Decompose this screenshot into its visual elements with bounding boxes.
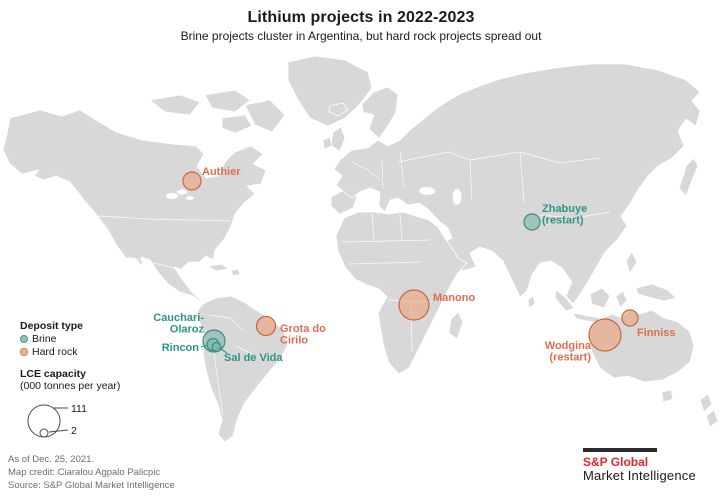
landmass-scandinavia (361, 86, 399, 139)
as-of-date: As of Dec. 25, 2021. (8, 454, 95, 465)
landmass-new-zealand (699, 393, 713, 413)
sp-global-logo: S&P Global Market Intelligence (583, 448, 717, 483)
project-label-cauchari-olaroz: Olaroz (170, 324, 205, 336)
project-label-zhabuye-restart: (restart) (542, 215, 584, 227)
landmass-sulawesi (615, 290, 628, 309)
project-point-sal-de-vida[interactable] (211, 341, 222, 353)
project-label-grota-do-cirilo: Grota do (280, 323, 326, 335)
legend-item-hard-rock-label: Hard rock (32, 346, 78, 358)
legend-size-title: LCE capacity (20, 368, 86, 380)
legend-deposit-type-title: Deposit type (20, 320, 84, 332)
map-credit: Map credit: Ciaralou Agpalo Palicpic (8, 467, 161, 478)
hard-rock-swatch-icon (20, 348, 28, 356)
landmass-north-america (2, 109, 267, 305)
landmass-tasmania (661, 389, 674, 403)
leader-line-rincon (200, 344, 208, 348)
brine-swatch-icon (20, 335, 28, 343)
legend-item-brine-label: Brine (32, 333, 57, 345)
legend-item-brine: Brine (20, 333, 120, 345)
project-point-finniss[interactable] (621, 309, 639, 327)
project-label-finniss: Finniss (637, 327, 676, 339)
lakes (166, 187, 462, 205)
landmass-south-america (197, 295, 289, 443)
project-label-rincon: Rincon (162, 342, 200, 354)
legend: Deposit type Brine Hard rock LCE capacit… (20, 320, 120, 442)
project-labels: Authier Cauchari-Olaroz Rincon Sal de Vida G… (153, 166, 675, 364)
size-scale-diagram: 111 2 (27, 403, 87, 438)
legend-item-hard-rock: Hard rock (20, 346, 120, 358)
project-label-manono: Manono (433, 292, 475, 304)
logo-brand: S&P Global (583, 455, 649, 469)
landmass-eurasia (333, 63, 701, 305)
leader-line-sal-de-vida (218, 347, 228, 354)
project-points (182, 171, 639, 353)
country-borders (97, 149, 611, 417)
project-label-zhabuye-restart: Zhabuye (542, 203, 587, 215)
project-label-sal-de-vida: Sal de Vida (224, 352, 283, 364)
project-point-grota-do-cirilo[interactable] (255, 315, 277, 337)
chart-title: Lithium projects in 2022-2023 (247, 9, 475, 26)
landmass-sri-lanka (527, 295, 536, 309)
landmass-britain (330, 126, 346, 152)
landmass-arctic-islands (221, 114, 253, 134)
landmass-ireland (322, 136, 333, 150)
size-scale-max-label: 111 (71, 403, 87, 415)
landmass-arctic-islands (204, 89, 251, 113)
project-point-manono[interactable] (398, 289, 430, 321)
project-leaders (200, 344, 228, 354)
size-scale-min-line (48, 429, 69, 433)
logo-division: Market Intelligence (583, 468, 696, 483)
landmass-new-zealand (705, 409, 719, 428)
footnotes: As of Dec. 25, 2021. Map credit: Ciaralo… (8, 453, 175, 492)
landmass-cuba (207, 263, 229, 272)
chart-subtitle: Brine projects cluster in Argentina, but… (180, 29, 542, 43)
project-label-authier: Authier (202, 166, 241, 178)
project-label-wodgina-restart: Wodgina (545, 340, 592, 352)
landmass-borneo (589, 287, 611, 309)
landmass-philippines (625, 251, 638, 274)
landmass-iceland (328, 102, 349, 117)
landmass-baffin (244, 99, 286, 133)
landmass-japan (678, 157, 699, 197)
project-point-authier[interactable] (182, 171, 202, 191)
legend-size-subtitle: (000 tonnes per year) (20, 380, 121, 392)
landmass-africa (335, 211, 468, 375)
project-label-cauchari-olaroz: Cauchari- (153, 312, 204, 324)
size-scale-min-circle (39, 428, 49, 438)
landmasses (2, 55, 719, 443)
landmass-sumatra (554, 289, 575, 312)
project-label-grota-do-cirilo: Cirilo (280, 335, 308, 347)
landmass-arctic-islands (149, 94, 201, 116)
project-point-wodgina-restart[interactable] (588, 318, 622, 352)
chart-header: Lithium projects in 2022-2023 Brine proj… (0, 8, 722, 43)
project-label-wodgina-restart: (restart) (549, 352, 591, 364)
landmass-greenland (287, 55, 373, 127)
landmass-madagascar (448, 311, 464, 340)
size-scale-min-label: 2 (71, 425, 77, 437)
landmass-new-guinea (635, 283, 677, 302)
source-line: Source: S&P Global Market Intelligence (8, 480, 175, 491)
landmass-hispaniola (230, 268, 241, 277)
project-point-zhabuye-restart[interactable] (523, 213, 541, 231)
logo-bar (583, 448, 657, 452)
